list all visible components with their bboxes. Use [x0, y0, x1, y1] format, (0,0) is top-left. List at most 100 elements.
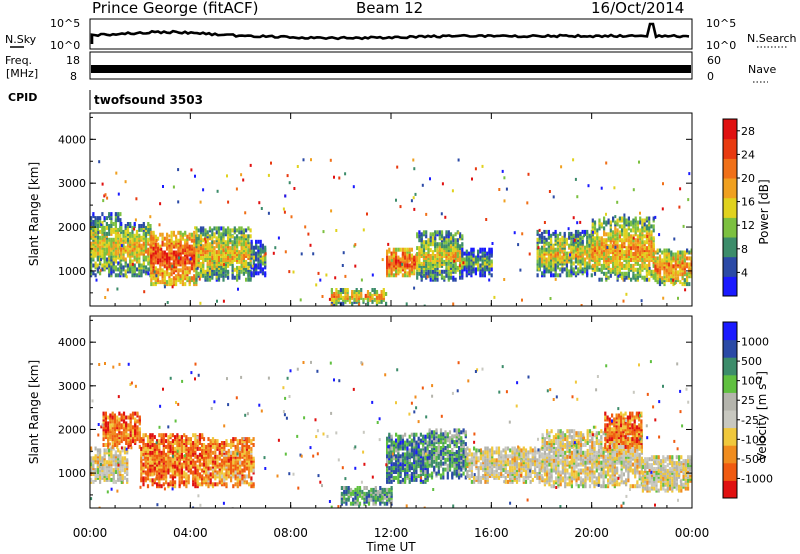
- heatmap-cell: [122, 415, 126, 420]
- heatmap-cell: [459, 275, 462, 280]
- heatmap-cell: [541, 259, 544, 264]
- heatmap-cell: [90, 257, 93, 262]
- heatmap-cell: [252, 271, 255, 276]
- heatmap-cell: [481, 267, 484, 272]
- heatmap-cell: [211, 437, 215, 442]
- heatmap-cell: [598, 226, 601, 231]
- heatmap-cell: [470, 247, 473, 252]
- heatmap-cell: [609, 244, 612, 249]
- heatmap-cell: [207, 466, 210, 471]
- heatmap-cell: [233, 267, 236, 272]
- nsearch-label: N.Search: [747, 32, 797, 45]
- heatmap-cell: [178, 443, 181, 447]
- heatmap-cell: [124, 269, 127, 274]
- heatmap-cell: [623, 256, 626, 260]
- heatmap-cell: [625, 254, 628, 258]
- heatmap-cell: [231, 240, 234, 245]
- heatmap-cell: [90, 456, 93, 461]
- heatmap-cell: [157, 271, 160, 275]
- heatmap-cell: [120, 263, 123, 268]
- heatmap-cell: [199, 301, 202, 305]
- heatmap-cell: [683, 270, 686, 275]
- heatmap-cell: [612, 258, 615, 262]
- heatmap-cell: [395, 259, 398, 264]
- heatmap-cell: [481, 251, 484, 256]
- heatmap-cell: [216, 443, 219, 447]
- heatmap-cell: [236, 228, 239, 233]
- heatmap-cell: [174, 464, 177, 469]
- heatmap-cell: [142, 222, 145, 226]
- heatmap-cell: [189, 450, 192, 455]
- heatmap-cell: [119, 450, 122, 455]
- heatmap-cell: [374, 495, 377, 500]
- heatmap-cell: [570, 239, 573, 244]
- heatmap-cell: [343, 495, 346, 500]
- heatmap-cell: [231, 246, 234, 251]
- heatmap-cell: [568, 243, 571, 248]
- heatmap-cell: [563, 267, 566, 272]
- heatmap-cell: [96, 452, 99, 457]
- heatmap-cell: [401, 262, 404, 266]
- heatmap-cell: [244, 211, 247, 215]
- heatmap-cell: [483, 247, 486, 252]
- y-tick-label: 4000: [58, 133, 86, 146]
- heatmap-cell: [149, 478, 152, 483]
- heatmap-cell: [543, 269, 546, 274]
- heatmap-cell: [654, 250, 657, 255]
- heatmap-cell: [171, 480, 174, 485]
- heatmap-cell: [259, 247, 262, 252]
- heatmap-cell: [367, 497, 371, 502]
- heatmap-cell: [222, 226, 225, 231]
- heatmap-cell: [643, 226, 646, 231]
- heatmap-cell: [541, 271, 544, 276]
- heatmap-cell: [257, 239, 260, 244]
- heatmap-cell: [390, 486, 393, 490]
- heatmap-cell: [561, 235, 564, 240]
- heatmap-cell: [99, 229, 102, 234]
- heatmap-cell: [239, 446, 242, 451]
- heatmap-cell: [175, 250, 178, 255]
- heatmap-cell: [136, 419, 139, 424]
- heatmap-cell: [572, 267, 575, 272]
- heatmap-cell: [136, 437, 139, 442]
- heatmap-cell: [352, 489, 355, 494]
- heatmap-cell: [607, 250, 610, 255]
- heatmap-cell: [232, 450, 235, 455]
- heatmap-cell: [543, 221, 546, 224]
- heatmap-cell: [235, 187, 238, 191]
- heatmap-cell: [252, 456, 255, 461]
- heatmap-cell: [178, 480, 181, 485]
- heatmap-cell: [420, 248, 423, 253]
- heatmap-cell: [477, 257, 480, 262]
- heatmap-cell: [149, 227, 152, 232]
- heatmap-cell: [167, 458, 170, 463]
- heatmap-cell: [96, 216, 99, 221]
- heatmap-cell: [420, 269, 423, 274]
- heatmap-cell: [224, 228, 227, 233]
- heatmap-cell: [113, 413, 116, 418]
- heatmap-cell: [220, 244, 223, 249]
- heatmap-cell: [650, 236, 653, 241]
- heatmap-cell: [120, 255, 123, 260]
- heatmap-cell: [151, 433, 154, 438]
- heatmap-cell: [333, 175, 335, 179]
- heatmap-cell: [127, 433, 130, 438]
- heatmap-cell: [181, 244, 184, 249]
- heatmap-cell: [120, 244, 123, 248]
- heatmap-cell: [241, 452, 244, 457]
- heatmap-cell: [255, 257, 258, 262]
- heatmap-cell: [625, 218, 628, 223]
- heatmap-cell: [616, 271, 619, 276]
- heatmap-cell: [227, 226, 230, 231]
- heatmap-cell: [462, 261, 465, 265]
- heatmap-cell: [445, 240, 448, 245]
- heatmap-cell: [583, 229, 587, 234]
- heatmap-cell: [561, 249, 564, 254]
- heatmap-cell: [686, 262, 689, 267]
- heatmap-cell: [187, 446, 190, 451]
- heatmap-cell: [627, 252, 630, 256]
- heatmap-cell: [568, 255, 571, 260]
- heatmap-cell: [598, 236, 601, 241]
- freq-frame: [89, 51, 693, 80]
- heatmap-cell: [241, 460, 244, 465]
